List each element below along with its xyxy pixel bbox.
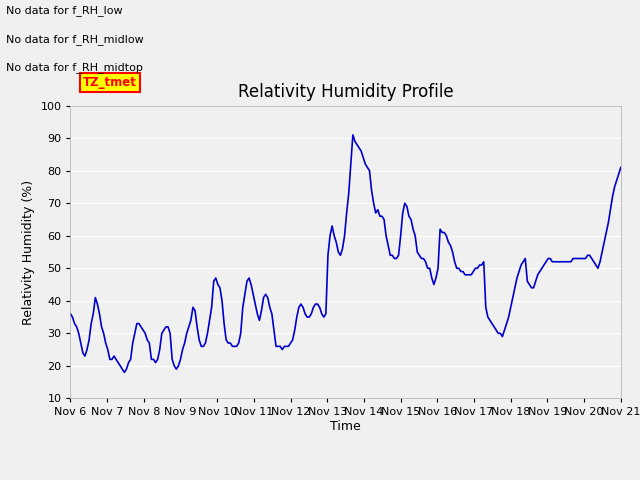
Y-axis label: Relativity Humidity (%): Relativity Humidity (%) bbox=[22, 180, 35, 324]
Text: No data for f_RH_midlow: No data for f_RH_midlow bbox=[6, 34, 144, 45]
Text: TZ_tmet: TZ_tmet bbox=[83, 76, 137, 89]
Text: No data for f_RH_low: No data for f_RH_low bbox=[6, 5, 123, 16]
X-axis label: Time: Time bbox=[330, 420, 361, 433]
Text: No data for f_RH_midtop: No data for f_RH_midtop bbox=[6, 62, 143, 73]
Title: Relativity Humidity Profile: Relativity Humidity Profile bbox=[238, 83, 453, 101]
